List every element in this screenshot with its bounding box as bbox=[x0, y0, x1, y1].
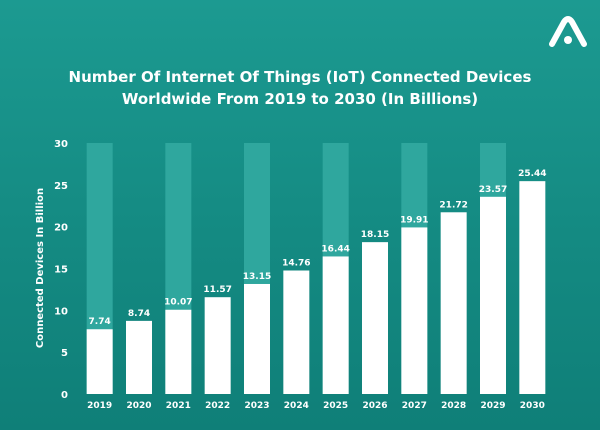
value-labels: 7.74 8.74 10.07 11.57 13.15 14.76 16.44 18.15 19… bbox=[89, 169, 547, 327]
bar bbox=[440, 212, 467, 394]
x-tick-label: 2020 bbox=[126, 401, 151, 411]
value-label: 18.15 bbox=[361, 230, 389, 240]
x-tick-label: 2030 bbox=[520, 401, 545, 411]
bar bbox=[401, 227, 428, 394]
x-tick-label: 2022 bbox=[205, 401, 230, 411]
bar bbox=[519, 181, 546, 394]
bar bbox=[86, 329, 113, 394]
value-label: 19.91 bbox=[400, 215, 428, 225]
value-label: 7.74 bbox=[89, 317, 111, 327]
bar bbox=[362, 242, 388, 394]
chart-title-line-2: Worldwide From 2019 to 2030 (In Billions… bbox=[121, 90, 479, 108]
value-label: 11.57 bbox=[203, 285, 231, 295]
bar bbox=[126, 320, 152, 394]
value-label: 13.15 bbox=[243, 272, 271, 282]
y-tick-label: 0 bbox=[61, 390, 68, 401]
value-label: 23.57 bbox=[479, 185, 507, 195]
value-label: 14.76 bbox=[282, 259, 310, 269]
x-tick-label: 2023 bbox=[244, 401, 269, 411]
value-label: 25.44 bbox=[518, 169, 546, 179]
x-tick-label: 2028 bbox=[441, 401, 466, 411]
bar bbox=[480, 196, 506, 394]
chart-title-line-1: Number Of Internet Of Things (IoT) Conne… bbox=[68, 68, 532, 86]
y-tick-label: 15 bbox=[54, 265, 68, 276]
x-tick-label: 2019 bbox=[87, 401, 112, 411]
value-label: 16.44 bbox=[321, 244, 349, 254]
bar bbox=[283, 270, 310, 394]
x-axis: 2019 2020 2021 2022 2023 2024 2025 2026 2027 2028… bbox=[87, 401, 545, 411]
value-label: 10.07 bbox=[164, 298, 192, 308]
y-tick-label: 20 bbox=[54, 223, 68, 234]
x-tick-label: 2026 bbox=[362, 401, 387, 411]
value-label: 8.74 bbox=[128, 309, 150, 319]
x-tick-label: 2029 bbox=[480, 401, 505, 411]
y-axis-label: Connected Devices In Billion bbox=[35, 188, 46, 348]
bar bbox=[165, 309, 192, 394]
value-label: 21.72 bbox=[439, 200, 467, 210]
chart-title: Number Of Internet Of Things (IoT) Conne… bbox=[0, 66, 600, 110]
x-tick-label: 2021 bbox=[166, 401, 191, 411]
y-tick-label: 30 bbox=[54, 139, 68, 150]
bars bbox=[86, 181, 546, 394]
y-tick-label: 10 bbox=[54, 306, 68, 317]
y-tick-label: 25 bbox=[54, 181, 68, 192]
y-tick-label: 5 bbox=[61, 348, 68, 359]
x-tick-label: 2027 bbox=[402, 401, 427, 411]
brand-logo-icon bbox=[549, 16, 587, 47]
bar bbox=[244, 283, 270, 394]
x-tick-label: 2024 bbox=[284, 401, 309, 411]
bar bbox=[322, 256, 349, 394]
x-tick-label: 2025 bbox=[323, 401, 348, 411]
bar bbox=[204, 297, 231, 394]
y-axis: 0 5 10 15 20 25 30 bbox=[54, 139, 68, 401]
